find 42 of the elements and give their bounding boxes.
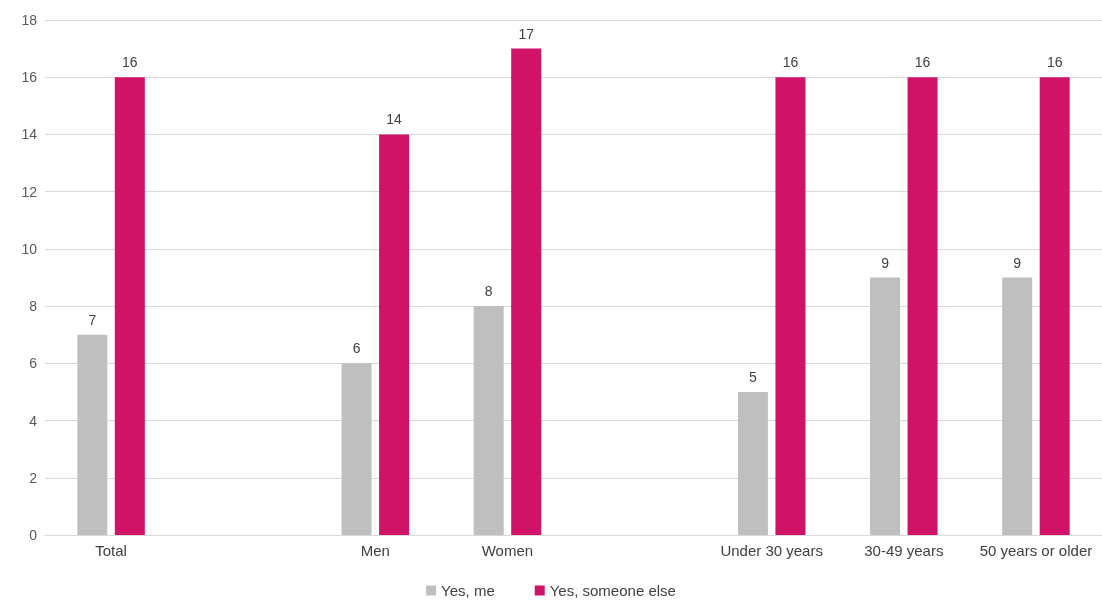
data-label: 14 <box>386 111 403 128</box>
legend-label: Yes, me <box>441 582 495 599</box>
data-label: 9 <box>881 254 890 271</box>
bar <box>114 77 145 535</box>
x-tick-label: Under 30 years <box>720 542 823 559</box>
y-tick-label: 12 <box>21 183 38 200</box>
data-label: 6 <box>352 340 361 357</box>
x-tick-label: 30-49 years <box>864 542 944 559</box>
x-tick-label: Total <box>95 542 127 559</box>
data-label: 16 <box>914 54 931 71</box>
legend-label: Yes, someone else <box>549 582 676 599</box>
y-tick-label: 4 <box>29 412 38 429</box>
y-tick-label: 18 <box>21 12 38 28</box>
bar <box>341 363 372 535</box>
data-label: 17 <box>518 25 535 42</box>
data-label: 16 <box>122 54 138 71</box>
y-tick-label: 0 <box>29 527 38 543</box>
data-label: 8 <box>484 283 493 300</box>
x-tick-label: Women <box>481 542 534 559</box>
bar <box>77 334 108 535</box>
x-tick-label: Men <box>360 542 390 559</box>
bar <box>379 134 410 535</box>
bar <box>907 77 938 535</box>
data-label: 9 <box>1013 254 1022 271</box>
bar <box>511 48 542 535</box>
y-tick-label: 14 <box>21 126 38 143</box>
y-tick-label: 8 <box>29 298 38 315</box>
bar <box>775 77 806 535</box>
y-tick-label: 2 <box>29 469 38 486</box>
bar <box>737 391 768 535</box>
bar <box>1039 77 1070 535</box>
bar <box>870 277 901 535</box>
y-tick-label: 16 <box>21 69 38 86</box>
data-label: 16 <box>1046 54 1063 71</box>
bar <box>473 306 504 535</box>
x-tick-label: 50 years or older <box>979 542 1093 559</box>
y-tick-label: 6 <box>29 355 38 372</box>
bar <box>1002 277 1033 535</box>
data-label: 16 <box>782 54 799 71</box>
data-label: 7 <box>88 311 97 328</box>
data-label: 5 <box>749 368 758 385</box>
y-tick-label: 10 <box>21 240 38 257</box>
